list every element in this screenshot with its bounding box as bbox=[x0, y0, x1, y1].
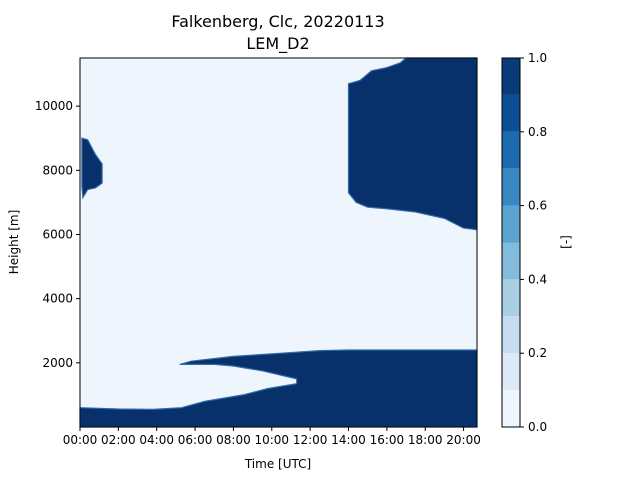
x-tick-label: 10:00 bbox=[254, 433, 289, 447]
y-tick-label: 8000 bbox=[42, 163, 73, 177]
colorbar-band bbox=[502, 205, 520, 243]
colorbar-ticks: 0.0 0.2 0.4 0.6 0.8 1.0 bbox=[520, 51, 547, 434]
colorbar-band bbox=[502, 131, 520, 169]
x-tick-label: 00:00 bbox=[63, 433, 98, 447]
y-tick-label: 10000 bbox=[35, 99, 73, 113]
colorbar-tick-label: 0.8 bbox=[528, 125, 547, 139]
colorbar-band bbox=[502, 242, 520, 280]
colorbar-band bbox=[502, 279, 520, 317]
colorbar-tick-label: 0.4 bbox=[528, 272, 547, 286]
colorbar-label: [-] bbox=[559, 235, 573, 249]
colorbar-band bbox=[502, 94, 520, 132]
plot-area bbox=[79, 57, 478, 428]
y-axis-label: Height [m] bbox=[7, 210, 21, 275]
y-axis: 2000 4000 6000 8000 10000 bbox=[35, 99, 80, 370]
y-tick-label: 2000 bbox=[42, 356, 73, 370]
x-tick-label: 08:00 bbox=[216, 433, 251, 447]
colorbar-band bbox=[502, 58, 520, 95]
colorbar-band bbox=[502, 390, 520, 427]
colorbar-band bbox=[502, 168, 520, 206]
x-tick-label: 02:00 bbox=[101, 433, 136, 447]
cloud-region-2 bbox=[347, 57, 478, 231]
y-tick-label: 4000 bbox=[42, 292, 73, 306]
cloud-region-1 bbox=[81, 137, 103, 200]
x-tick-label: 20:00 bbox=[446, 433, 481, 447]
x-tick-label: 06:00 bbox=[178, 433, 213, 447]
chart-subtitle: LEM_D2 bbox=[246, 34, 309, 54]
colorbar bbox=[502, 58, 520, 427]
chart-title: Falkenberg, Clc, 20220113 bbox=[171, 12, 384, 31]
cloud-region-3 bbox=[79, 349, 478, 428]
x-tick-label: 16:00 bbox=[370, 433, 405, 447]
colorbar-tick-label: 0.2 bbox=[528, 346, 547, 360]
x-tick-label: 04:00 bbox=[139, 433, 174, 447]
colorbar-tick-label: 0.0 bbox=[528, 420, 547, 434]
colorbar-tick-label: 0.6 bbox=[528, 199, 547, 213]
plot-frame bbox=[79, 57, 478, 428]
x-axis: 00:00 02:00 04:00 06:00 08:00 10:00 12:00 14:00… bbox=[63, 427, 481, 447]
colorbar-tick-label: 1.0 bbox=[528, 51, 547, 65]
y-tick-label: 6000 bbox=[42, 227, 73, 241]
x-axis-label: Time [UTC] bbox=[244, 457, 311, 471]
colorbar-band bbox=[502, 316, 520, 354]
colorbar-frame bbox=[501, 57, 521, 428]
x-tick-label: 14:00 bbox=[331, 433, 366, 447]
x-tick-label: 12:00 bbox=[293, 433, 328, 447]
colorbar-band bbox=[502, 353, 520, 391]
x-tick-label: 18:00 bbox=[408, 433, 443, 447]
